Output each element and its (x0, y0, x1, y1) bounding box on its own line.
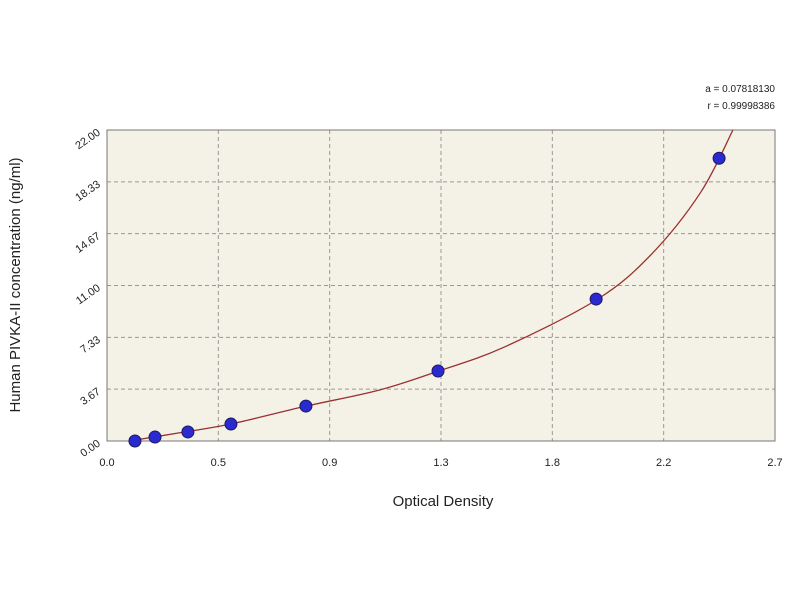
plot-border (106, 129, 776, 442)
data-point (712, 151, 726, 165)
data-point (148, 430, 162, 444)
x-tick-label: 0.5 (211, 457, 226, 469)
data-point (128, 434, 142, 448)
data-point (181, 425, 195, 439)
x-tick-label: 0.9 (322, 457, 337, 469)
x-tick-label: 1.3 (433, 457, 448, 469)
x-tick-label: 1.8 (545, 457, 560, 469)
fit-curve (129, 129, 734, 442)
x-axis-label: Optical Density (393, 493, 494, 510)
annotation: r = 0.99998386 (707, 101, 775, 112)
data-point (299, 399, 313, 413)
y-axis-label: Human PIVKA-II concentration (ng/ml) (7, 157, 24, 412)
data-point (589, 292, 603, 306)
data-point (431, 364, 445, 378)
x-tick-label: 0.0 (99, 457, 114, 469)
data-point (224, 417, 238, 431)
annotation: a = 0.07818130 (705, 84, 775, 95)
x-tick-label: 2.7 (767, 457, 782, 469)
x-tick-label: 2.2 (656, 457, 671, 469)
